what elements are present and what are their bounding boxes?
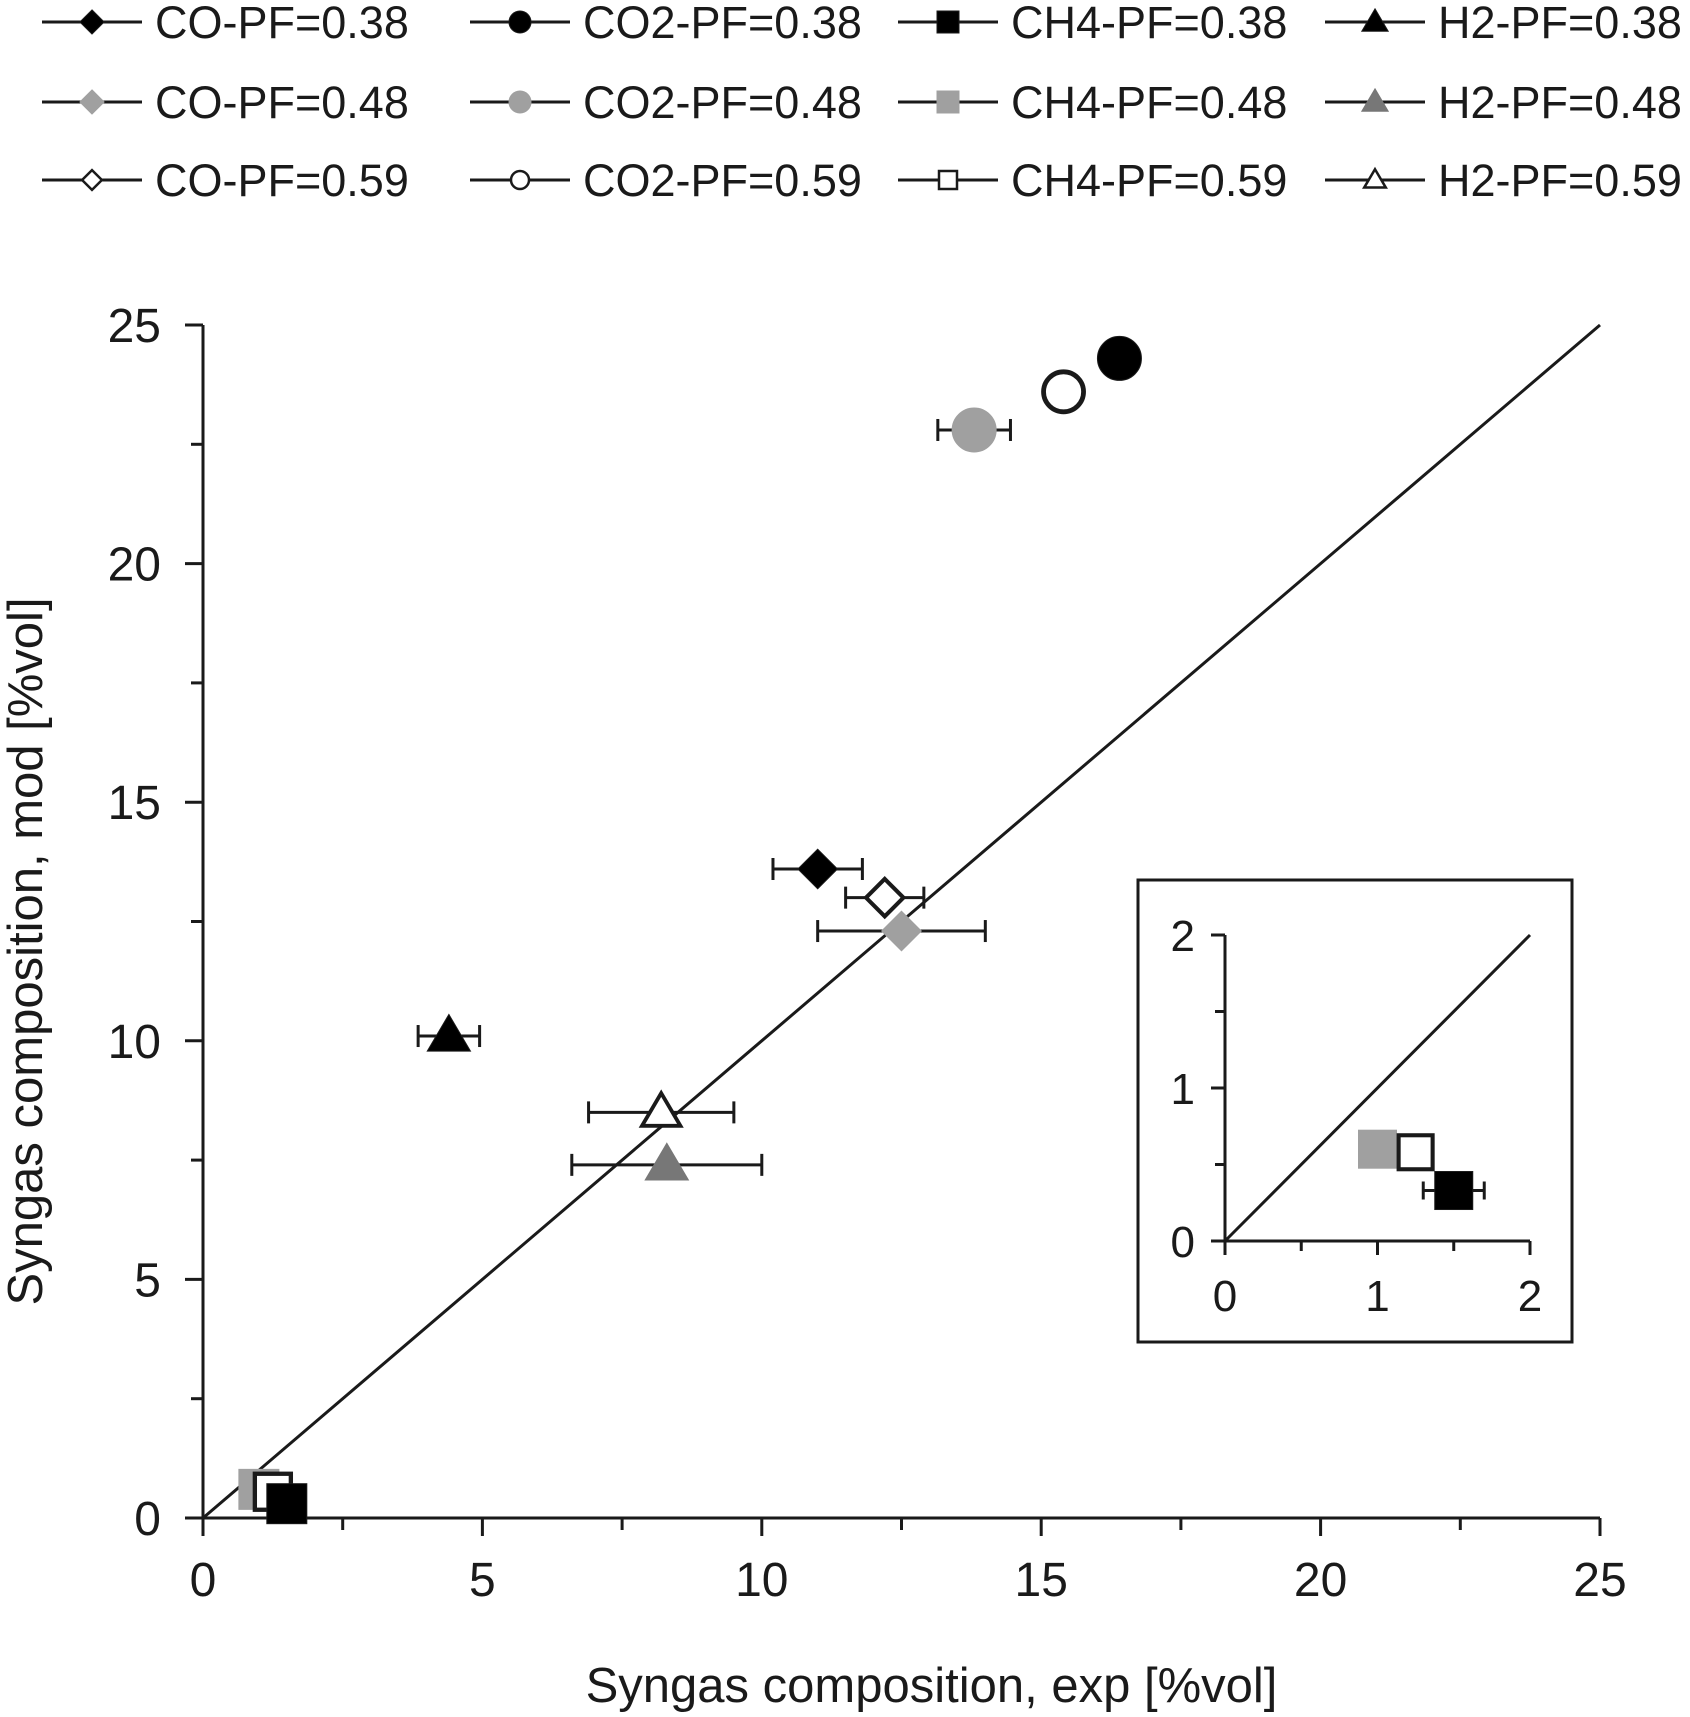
legend-label: H2-PF=0.48 [1438,77,1682,128]
legend-label: CO-PF=0.59 [155,155,409,206]
inset-point-ch4-pf-0-38 [1421,1171,1486,1211]
point-co-pf-0-48 [816,910,987,952]
legend-entry-h2-pf-0-48: H2-PF=0.48 [1325,77,1682,128]
marker [863,876,907,920]
legend-entry-co2-pf-0-38: CO2-PF=0.38 [470,0,862,48]
legend: CO-PF=0.38 CO2-PF=0.38 CH4-PF=0.38 H2-PF=0.… [42,0,1682,206]
marker [1396,1133,1435,1172]
legend-label: CO2-PF=0.38 [583,0,862,48]
inset-point-ch4-pf-0-59 [1396,1133,1435,1172]
inset-x-tick-label: 1 [1365,1272,1389,1321]
y-axis-title: Syngas composition, mod [%vol] [0,597,53,1305]
legend-entry-h2-pf-0-59: H2-PF=0.59 [1325,155,1682,206]
x-tick-label: 10 [735,1554,788,1607]
point-h2-pf-0-48 [570,1142,764,1181]
point-co2-pf-0-38 [1096,335,1142,381]
legend-entry-co2-pf-0-59: CO2-PF=0.59 [470,155,862,206]
inset-y-tick-label: 0 [1171,1218,1195,1267]
x-tick-label: 20 [1294,1554,1347,1607]
legend-marker [1360,87,1390,112]
x-tick-label: 0 [190,1554,217,1607]
legend-marker [508,10,532,34]
legend-marker [79,89,105,115]
inset-y-tick-label: 1 [1171,1065,1195,1114]
legend-marker [1360,7,1390,32]
marker [797,848,839,890]
legend-entry-co2-pf-0-48: CO2-PF=0.48 [470,77,862,128]
legend-marker [936,90,960,114]
y-tick-label: 10 [108,1016,161,1069]
marker [1434,1171,1474,1211]
inset-x-tick-label: 2 [1518,1272,1542,1321]
legend-entry-co-pf-0-48: CO-PF=0.48 [42,77,409,128]
legend-marker [1362,166,1388,189]
y-tick-label: 0 [134,1493,161,1546]
x-axis-title: Syngas composition, exp [%vol] [586,1659,1278,1713]
marker [1358,1129,1397,1169]
legend-marker [80,168,104,192]
legend-marker [936,10,960,34]
legend-label: CH4-PF=0.38 [1011,0,1287,48]
legend-marker [937,169,959,191]
marker [1096,335,1142,381]
legend-marker [509,169,531,191]
inset-parity-line [1223,933,1532,1243]
y-tick-label: 5 [134,1254,161,1307]
point-h2-pf-0-38 [416,1013,482,1052]
marker [1041,369,1086,415]
marker [638,1089,684,1128]
point-co-pf-0-59 [844,876,926,920]
legend-entry-h2-pf-0-38: H2-PF=0.38 [1325,0,1682,48]
legend-entry-co-pf-0-59: CO-PF=0.59 [42,155,409,206]
point-h2-pf-0-59 [587,1089,736,1128]
legend-entry-ch4-pf-0-59: CH4-PF=0.59 [898,155,1287,206]
point-ch4-pf-0-38 [266,1483,308,1525]
legend-entry-ch4-pf-0-38: CH4-PF=0.38 [898,0,1287,48]
legend-entry-ch4-pf-0-48: CH4-PF=0.48 [898,77,1287,128]
marker [880,910,923,952]
legend-label: H2-PF=0.59 [1438,155,1682,206]
marker [644,1142,690,1181]
legend-label: CO2-PF=0.59 [583,155,862,206]
legend-entry-co-pf-0-38: CO-PF=0.38 [42,0,409,48]
marker [266,1483,308,1525]
main-data-marks [202,323,1601,1525]
y-tick-label: 25 [108,300,161,353]
legend-label: CO-PF=0.38 [155,0,409,48]
legend-marker [508,90,532,114]
point-co2-pf-0-59 [1041,369,1086,415]
legend-label: CH4-PF=0.48 [1011,77,1287,128]
legend-label: CH4-PF=0.59 [1011,155,1287,206]
x-tick-label: 5 [469,1554,496,1607]
legend-label: CO2-PF=0.48 [583,77,862,128]
legend-label: CO-PF=0.48 [155,77,409,128]
y-tick-label: 20 [108,539,161,592]
point-co2-pf-0-48 [936,407,1012,453]
x-tick-label: 15 [1015,1554,1068,1607]
legend-marker [79,9,105,35]
inset-plot: 0 1 2 0 1 2 [1136,878,1574,1344]
point-co-pf-0-38 [771,848,864,890]
inset-x-tick-label: 0 [1213,1272,1237,1321]
marker [951,407,997,453]
inset-point-ch4-pf-0-48 [1358,1129,1397,1169]
y-tick-label: 15 [108,777,161,830]
inset-y-tick-label: 2 [1171,912,1195,961]
legend-label: H2-PF=0.38 [1438,0,1682,48]
marker [426,1013,472,1052]
x-tick-label: 25 [1573,1554,1626,1607]
